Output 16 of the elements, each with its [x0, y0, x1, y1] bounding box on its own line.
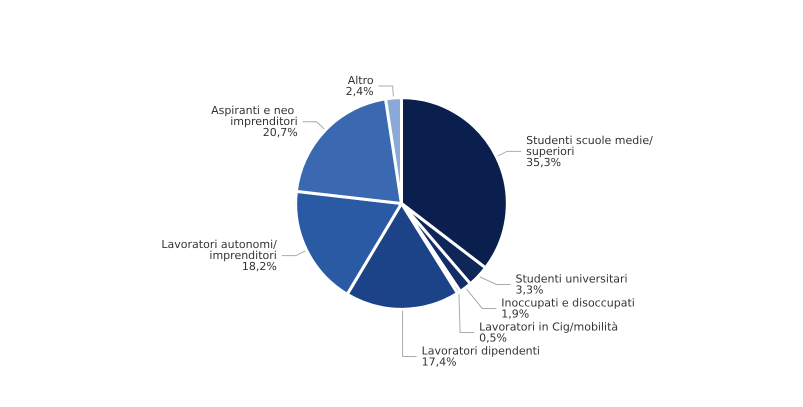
slice-label: Lavoratori dipendenti [422, 344, 540, 358]
data-label: 3,3% [516, 283, 544, 296]
data-label: 35,3% [526, 156, 562, 169]
slice-label: Studenti universitari [516, 272, 628, 286]
slice-label: Lavoratori autonomi/imprenditori [161, 238, 278, 262]
slice-label: Inoccupati e disoccupati [501, 296, 635, 310]
slice-label: Altro [348, 74, 374, 88]
data-label: 1,9% [501, 307, 530, 320]
data-label: 18,2% [242, 260, 277, 274]
slice-label: Aspiranti e neo imprenditori [211, 104, 298, 128]
data-label: 2,4% [346, 85, 374, 98]
data-label: 20,7% [262, 126, 298, 140]
slice-label: Studenti scuole medie/superiori [526, 134, 654, 158]
slice-label: Lavoratori in Cig/mobilità [479, 320, 618, 334]
data-label: 0,5% [479, 331, 508, 344]
data-label: 17,4% [422, 355, 457, 368]
